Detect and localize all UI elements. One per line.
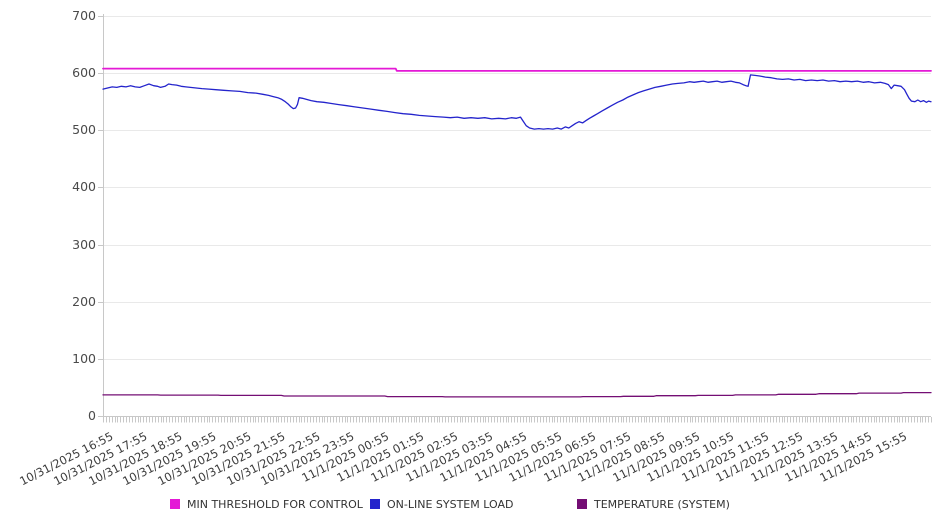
series-line xyxy=(102,67,932,72)
legend-item[interactable]: MIN THRESHOLD FOR CONTROL xyxy=(170,497,363,511)
legend-swatch-icon xyxy=(370,499,380,509)
y-tick-label: 300 xyxy=(72,236,96,252)
legend-label: TEMPERATURE (SYSTEM) xyxy=(594,497,730,511)
y-tick-label: 0 xyxy=(88,408,96,423)
legend-swatch-icon xyxy=(577,499,587,509)
y-tick-label: 400 xyxy=(72,179,96,195)
series-line xyxy=(102,74,932,130)
y-tick-label: 600 xyxy=(72,65,96,81)
legend-label: MIN THRESHOLD FOR CONTROL xyxy=(187,497,363,511)
legend-item[interactable]: TEMPERATURE (SYSTEM) xyxy=(577,497,730,511)
legend-label: ON-LINE SYSTEM LOAD xyxy=(387,497,514,511)
x-minor-ticks xyxy=(103,417,932,423)
y-tick-label: 100 xyxy=(72,350,96,366)
y-tick-label: 500 xyxy=(72,122,96,138)
y-tick-label: 700 xyxy=(72,8,96,23)
y-tick-label: 200 xyxy=(72,293,96,309)
legend-item[interactable]: ON-LINE SYSTEM LOAD xyxy=(370,497,513,511)
legend-swatch-icon xyxy=(170,499,180,509)
series-line xyxy=(102,391,932,398)
